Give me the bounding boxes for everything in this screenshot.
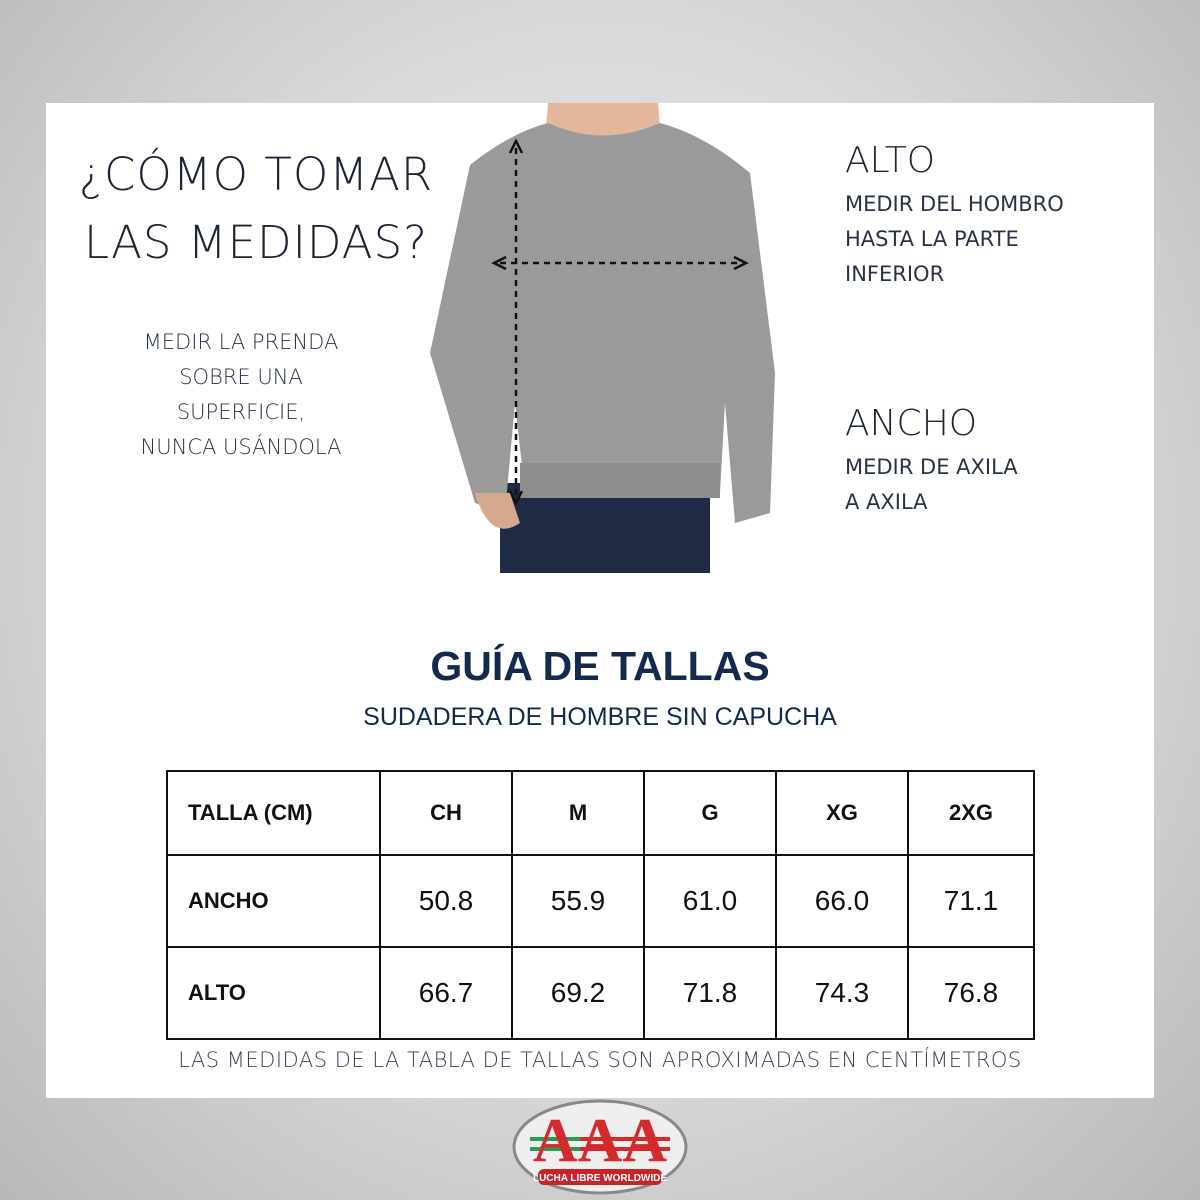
size-guide-card: ¿CÓMO TOMAR LAS MEDIDAS? MEDIR LA PRENDA… [46,103,1154,1098]
table-cell: 66.7 [379,946,513,1040]
logo-stripe [580,1137,670,1141]
alto-line: HASTA LA PARTE [845,227,1019,251]
logo-banner [538,1169,662,1185]
table-cell: 76.8 [907,946,1035,1040]
size-table: TALLA (CM) CH M G XG 2XG ANCHO 50.8 55.9… [166,770,1035,1040]
table-row: ANCHO 50.8 55.9 61.0 66.0 71.1 [166,854,1035,948]
sweatshirt-photo [430,103,775,573]
note-line: NUNCA USÁNDOLA [140,435,342,459]
heading-line: ¿CÓMO TOMAR [78,148,434,201]
alto-line: INFERIOR [845,262,945,286]
header-cell: 2XG [907,770,1035,856]
ancho-line: A AXILA [845,490,928,514]
header-cell: TALLA (CM) [166,770,381,856]
table-cell: 66.0 [775,854,909,948]
table-header-row: TALLA (CM) CH M G XG 2XG [166,770,1035,856]
alto-line: MEDIR DEL HOMBRO [845,192,1064,216]
aaa-logo: AAA LUCHA LIBRE WORLDWIDE [512,1099,688,1195]
width-arrowheads [491,255,749,271]
logo-tagline: LUCHA LIBRE WORLDWIDE [533,1173,667,1184]
size-guide-subtitle: SUDADERA DE HOMBRE SIN CAPUCHA [363,703,837,731]
table-cell: 69.2 [511,946,645,1040]
note-line: SOBRE UNA [179,365,303,389]
alto-title: ALTO [845,140,936,181]
table-cell: 50.8 [379,854,513,948]
header-cell: CH [379,770,513,856]
measure-note: MEDIR LA PRENDA SOBRE UNA SUPERFICIE, NU… [116,325,366,465]
header-cell: G [643,770,777,856]
neck [546,103,660,138]
heading-line: LAS MEDIDAS? [83,216,429,269]
row-label: ALTO [166,946,381,1040]
row-label: ANCHO [166,854,381,948]
sweatshirt-body [430,123,775,523]
logo-aaa-text: AAA [533,1107,668,1175]
logo-stripe [530,1137,580,1141]
ancho-line: MEDIR DE AXILA [845,455,1018,479]
footnote: LAS MEDIDAS DE LA TABLA DE TALLAS SON AP… [178,1048,1022,1072]
table-cell: 61.0 [643,854,777,948]
logo-stripe [530,1147,580,1151]
note-line: SUPERFICIE, [176,400,306,424]
table-cell: 74.3 [775,946,909,1040]
size-guide-title: GUÍA DE TALLAS [430,643,770,689]
alto-info: ALTO MEDIR DEL HOMBRO HASTA LA PARTE INF… [845,140,1064,292]
hand [475,493,520,529]
table-cell: 71.1 [907,854,1035,948]
header-cell: XG [775,770,909,856]
table-cell: 55.9 [511,854,645,948]
table-row: ALTO 66.7 69.2 71.8 74.3 76.8 [166,946,1035,1040]
note-line: MEDIR LA PRENDA [143,330,339,354]
ancho-title: ANCHO [845,403,978,444]
logo-stripe [580,1147,670,1151]
height-arrowheads [508,138,524,506]
sweatshirt-waistband [520,463,720,498]
header-cell: M [511,770,645,856]
how-to-measure-heading: ¿CÓMO TOMAR LAS MEDIDAS? [66,141,446,277]
ancho-info: ANCHO MEDIR DE AXILA A AXILA [845,403,1018,520]
table-cell: 71.8 [643,946,777,1040]
